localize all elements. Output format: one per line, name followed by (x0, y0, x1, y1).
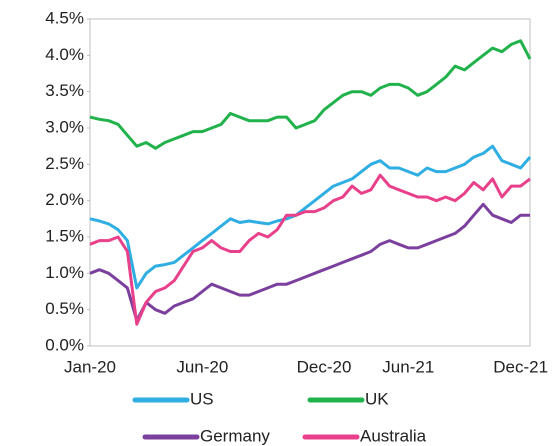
x-tick-label: Dec-21 (493, 357, 548, 376)
y-tick-label: 4.5% (45, 8, 84, 27)
legend-label: US (190, 389, 214, 408)
y-tick-label: 0.0% (45, 335, 84, 354)
y-tick-label: 3.5% (45, 81, 84, 100)
series-line (89, 144, 532, 290)
y-tick-label: 1.5% (45, 226, 84, 245)
y-tick-label: 4.0% (45, 45, 84, 64)
y-tick-label: 3.0% (45, 117, 84, 136)
y-tick-label: 2.0% (45, 190, 84, 209)
y-tick-label: 0.5% (45, 299, 84, 318)
legend-label: Australia (360, 426, 427, 445)
legend-label: UK (365, 389, 389, 408)
plot-frame (89, 18, 531, 347)
x-tick-label: Dec-20 (297, 357, 352, 376)
legend-label: Germany (200, 426, 270, 445)
x-tick-label: Jun-20 (176, 357, 228, 376)
series-line (89, 202, 530, 323)
x-tick-label: Jun-21 (382, 357, 434, 376)
y-tick-label: 1.0% (45, 263, 84, 282)
series-line (89, 39, 532, 150)
x-tick-label: Jan-20 (64, 357, 116, 376)
y-tick-label: 2.5% (45, 154, 84, 173)
series-line (89, 173, 531, 326)
